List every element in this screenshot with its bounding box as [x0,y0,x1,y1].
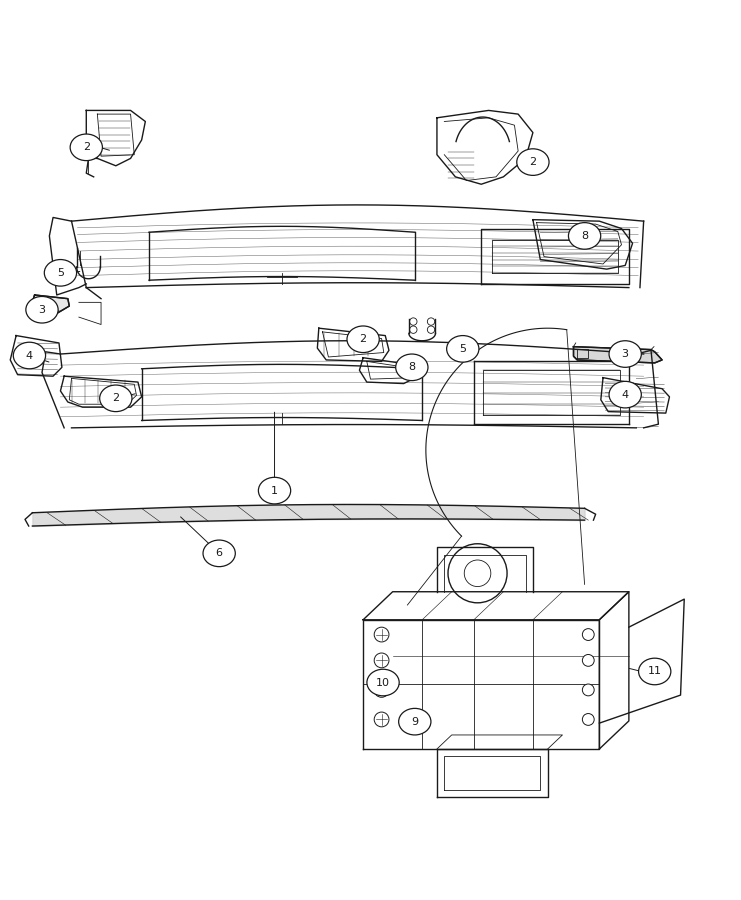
Text: 6: 6 [216,548,222,558]
Ellipse shape [100,385,132,411]
Text: 9: 9 [411,716,419,726]
Ellipse shape [609,341,641,367]
Text: 2: 2 [529,158,536,167]
Ellipse shape [447,336,479,362]
Ellipse shape [639,658,671,685]
Text: 8: 8 [408,363,416,373]
Circle shape [374,712,389,727]
Text: 5: 5 [459,344,466,354]
Circle shape [582,628,594,641]
Text: 3: 3 [39,305,45,315]
Ellipse shape [516,148,549,176]
Text: 2: 2 [83,142,90,152]
Text: 11: 11 [648,667,662,677]
Polygon shape [31,295,70,316]
Text: 10: 10 [376,678,390,688]
Ellipse shape [396,354,428,381]
Polygon shape [574,346,662,363]
Circle shape [582,654,594,666]
Ellipse shape [26,296,58,323]
Text: 5: 5 [57,268,64,278]
Text: 2: 2 [359,334,367,345]
Text: 4: 4 [622,390,629,400]
Ellipse shape [609,382,641,408]
Text: 4: 4 [26,350,33,361]
Text: 3: 3 [622,349,628,359]
Ellipse shape [347,326,379,353]
Circle shape [374,653,389,668]
Ellipse shape [203,540,236,567]
Ellipse shape [44,259,76,286]
Text: 1: 1 [271,486,278,496]
Ellipse shape [13,342,46,369]
Ellipse shape [259,477,290,504]
Text: 2: 2 [112,393,119,403]
Ellipse shape [70,134,102,160]
Text: 8: 8 [581,231,588,241]
Circle shape [582,684,594,696]
Ellipse shape [568,222,601,249]
Circle shape [374,682,389,698]
Circle shape [582,714,594,725]
Ellipse shape [399,708,431,735]
Circle shape [374,627,389,642]
Ellipse shape [367,670,399,696]
